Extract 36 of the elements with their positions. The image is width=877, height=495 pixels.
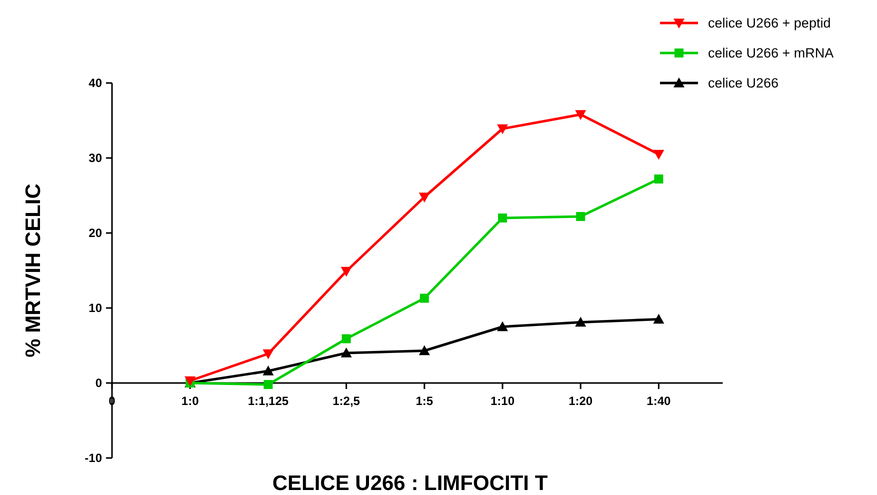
point <box>418 345 430 356</box>
point <box>654 174 664 184</box>
point <box>340 266 352 277</box>
point <box>653 314 664 324</box>
point <box>264 380 273 389</box>
x-tick-label: 1:40 <box>646 394 672 408</box>
legend-label: celice U266 + peptid <box>708 16 831 31</box>
x-tick-label: 1:20 <box>568 394 593 408</box>
point <box>576 212 586 221</box>
legend-label: celice U266 + mRNA <box>708 46 834 61</box>
x-axis-title: CELICE U266 : LIMFOCITI T <box>272 472 548 495</box>
point <box>497 124 508 134</box>
y-tick-label: -10 <box>84 451 102 466</box>
x-tick-label: 1:10 <box>490 394 515 408</box>
y-tick-label: 30 <box>88 151 102 166</box>
point <box>340 348 352 358</box>
point <box>262 349 274 360</box>
x-tick-label: 1:1,125 <box>248 394 289 408</box>
legend-label: celice U266 <box>708 76 779 91</box>
x-tick-label: 1:5 <box>416 394 434 408</box>
point <box>497 321 508 332</box>
point <box>653 150 664 160</box>
point <box>418 192 430 202</box>
point <box>575 316 586 327</box>
y-tick-label: 0 <box>95 376 102 390</box>
x-tick-label: 1:0 <box>181 394 200 408</box>
y-tick-label: 40 <box>88 76 102 90</box>
point <box>262 366 274 376</box>
point <box>420 294 429 303</box>
x-tick-label: 1:2,5 <box>332 394 360 408</box>
point <box>342 334 351 344</box>
point <box>575 110 586 120</box>
y-tick-label: 20 <box>88 226 102 240</box>
y-tick-label: 10 <box>88 301 102 316</box>
point <box>498 214 507 222</box>
y-axis-title: % MRTVIH CELIC <box>22 184 45 358</box>
